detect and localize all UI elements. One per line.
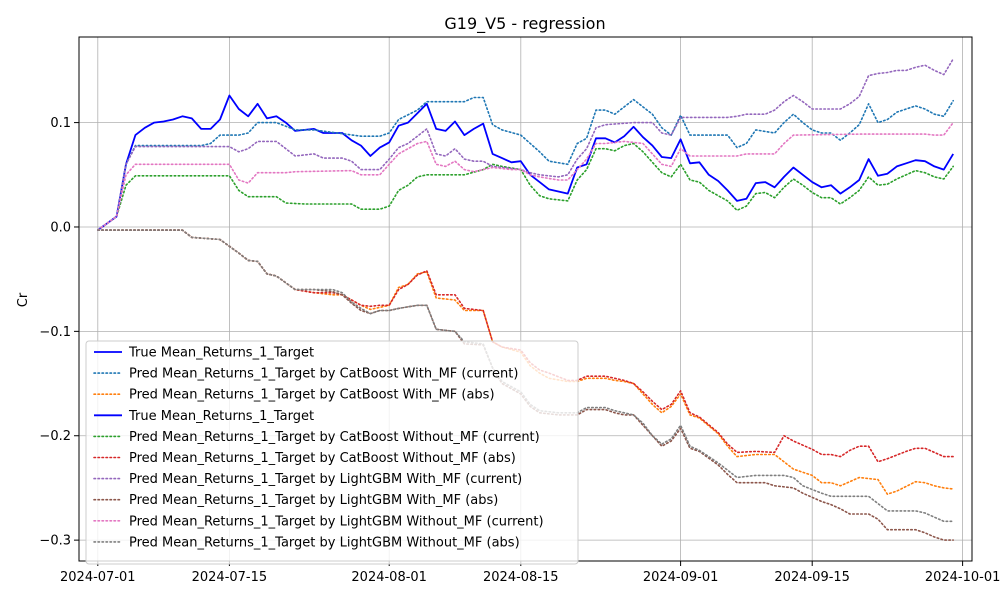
x-tick-label: 2024-10-01 xyxy=(925,570,1000,585)
x-tick-label: 2024-08-01 xyxy=(351,570,427,585)
y-axis-label: Cr xyxy=(16,292,31,307)
y-tick-label: 0.0 xyxy=(50,220,71,235)
series-line-4 xyxy=(97,142,955,231)
x-axis: 2024-07-01 2024-07-15 2024-08-01 2024-08-15… xyxy=(60,561,1000,585)
series-line-8 xyxy=(97,121,955,231)
legend: True Mean_Returns_1_Target Pred Mean_Retu… xyxy=(85,340,579,565)
x-tick-label: 2024-07-15 xyxy=(192,570,268,585)
legend-entry-label: Pred Mean_Returns_1_Target by LightGBM W… xyxy=(129,493,498,508)
x-tick-label: 2024-09-15 xyxy=(774,570,850,585)
legend-entry-label: Pred Mean_Returns_1_Target by LightGBM W… xyxy=(129,472,522,487)
y-tick-label: 0.1 xyxy=(50,116,71,131)
legend-entry-label: Pred Mean_Returns_1_Target by LightGBM W… xyxy=(129,535,520,550)
y-tick-label: −0.3 xyxy=(39,534,71,549)
series-line-0 xyxy=(97,94,954,231)
y-tick-label: −0.2 xyxy=(39,429,71,444)
series-line-1 xyxy=(97,96,955,231)
y-tick-label: −0.1 xyxy=(39,325,71,340)
legend-entry-label: True Mean_Returns_1_Target xyxy=(128,346,314,361)
x-tick-label: 2024-07-01 xyxy=(60,570,136,585)
legend-entry-label: Pred Mean_Returns_1_Target by CatBoost W… xyxy=(129,388,495,403)
chart-title: G19_V5 - regression xyxy=(444,14,605,34)
legend-entry-label: True Mean_Returns_1_Target xyxy=(128,409,314,424)
legend-entry-label: Pred Mean_Returns_1_Target by CatBoost W… xyxy=(129,367,518,382)
legend-entry-label: Pred Mean_Returns_1_Target by CatBoost W… xyxy=(129,430,540,445)
legend-entry-label: Pred Mean_Returns_1_Target by LightGBM W… xyxy=(129,514,544,529)
y-axis: 0.1 0.0 −0.1 −0.2 −0.3 xyxy=(39,116,79,549)
series-line-6 xyxy=(97,58,955,231)
legend-box xyxy=(85,340,579,565)
legend-entry-label: Pred Mean_Returns_1_Target by CatBoost W… xyxy=(129,451,516,466)
x-tick-label: 2024-09-01 xyxy=(643,570,719,585)
x-tick-label: 2024-08-15 xyxy=(483,570,559,585)
series-line-7 xyxy=(97,229,955,541)
